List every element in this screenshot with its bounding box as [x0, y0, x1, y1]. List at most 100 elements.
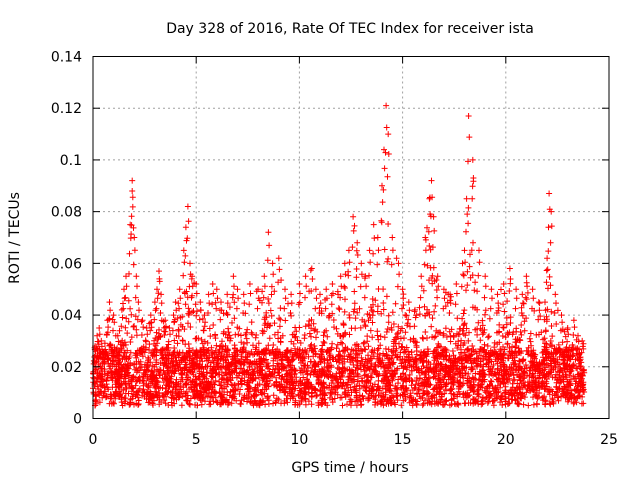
data-point	[128, 311, 135, 318]
data-point	[402, 329, 409, 336]
data-point	[358, 260, 365, 267]
data-point	[132, 350, 139, 356]
data-point	[288, 338, 295, 345]
data-point	[154, 340, 161, 347]
data-point	[482, 307, 489, 314]
data-point	[134, 283, 140, 290]
data-point	[458, 283, 465, 290]
data-point	[496, 328, 503, 335]
data-point	[543, 267, 550, 274]
data-point	[178, 369, 185, 376]
data-point	[158, 300, 165, 307]
data-point	[465, 158, 471, 165]
data-point	[235, 295, 242, 302]
data-point	[251, 392, 257, 399]
data-point	[138, 318, 145, 325]
data-point	[457, 342, 464, 349]
data-point	[219, 338, 225, 345]
data-point	[560, 373, 567, 380]
data-point	[403, 312, 410, 319]
data-point	[136, 361, 143, 367]
data-point	[292, 367, 299, 374]
data-point	[345, 374, 352, 380]
data-point	[313, 295, 320, 302]
data-point	[389, 309, 396, 316]
data-point	[320, 338, 327, 345]
data-point	[351, 222, 358, 229]
data-point	[110, 312, 117, 319]
data-point	[428, 393, 435, 400]
data-point	[482, 273, 489, 280]
data-point	[353, 247, 360, 254]
data-point	[162, 317, 169, 324]
data-point	[246, 301, 253, 308]
data-point	[463, 287, 469, 294]
data-point	[293, 328, 300, 335]
data-point	[428, 323, 435, 330]
data-point	[475, 386, 482, 393]
data-point	[125, 297, 132, 304]
data-point	[268, 312, 275, 319]
data-point	[271, 331, 278, 338]
data-point	[382, 345, 389, 352]
data-point	[543, 279, 550, 286]
data-point	[276, 266, 283, 273]
data-point	[358, 366, 364, 373]
data-point	[241, 300, 248, 307]
data-point	[374, 303, 381, 310]
data-point	[197, 307, 204, 314]
data-point	[489, 295, 495, 302]
x-tick-label: 15	[394, 432, 412, 448]
data-point	[128, 213, 135, 220]
data-point	[158, 291, 165, 298]
data-point	[519, 291, 526, 298]
data-point	[482, 311, 488, 318]
data-point	[341, 308, 348, 315]
data-point	[377, 333, 384, 340]
data-point	[193, 312, 200, 319]
data-point	[471, 287, 478, 294]
data-point	[518, 322, 525, 328]
data-point	[477, 337, 484, 344]
data-point	[521, 369, 528, 376]
data-point	[333, 345, 340, 352]
data-point	[481, 294, 488, 301]
data-point	[269, 260, 276, 267]
data-point	[479, 331, 486, 338]
data-point	[446, 310, 453, 316]
data-point	[130, 323, 137, 330]
data-point	[129, 188, 136, 194]
data-point	[499, 333, 506, 339]
data-point	[94, 332, 101, 339]
data-point	[213, 305, 220, 312]
data-point	[132, 294, 139, 301]
data-point	[417, 294, 424, 301]
data-point	[340, 333, 346, 340]
chart-title: Day 328 of 2016, Rate Of TEC Index for r…	[166, 21, 534, 37]
data-point	[349, 244, 356, 251]
data-point	[546, 273, 553, 280]
data-point	[453, 290, 460, 297]
data-point	[288, 312, 295, 319]
data-point	[282, 286, 288, 293]
data-point	[547, 338, 554, 344]
data-point	[105, 316, 112, 323]
data-point	[403, 344, 410, 351]
data-point	[265, 296, 272, 302]
data-point	[101, 340, 108, 347]
data-point	[297, 340, 304, 346]
data-point	[552, 291, 559, 298]
data-point	[281, 305, 288, 312]
data-point	[230, 273, 237, 280]
data-point	[259, 288, 266, 295]
data-point	[288, 291, 295, 298]
data-point	[290, 366, 296, 373]
data-point	[350, 361, 357, 368]
data-point	[253, 332, 260, 338]
data-point	[520, 375, 527, 382]
data-point	[463, 325, 470, 332]
data-point	[315, 373, 322, 380]
data-point	[524, 283, 531, 290]
y-tick-label: 0	[73, 412, 82, 428]
data-point	[513, 286, 520, 293]
